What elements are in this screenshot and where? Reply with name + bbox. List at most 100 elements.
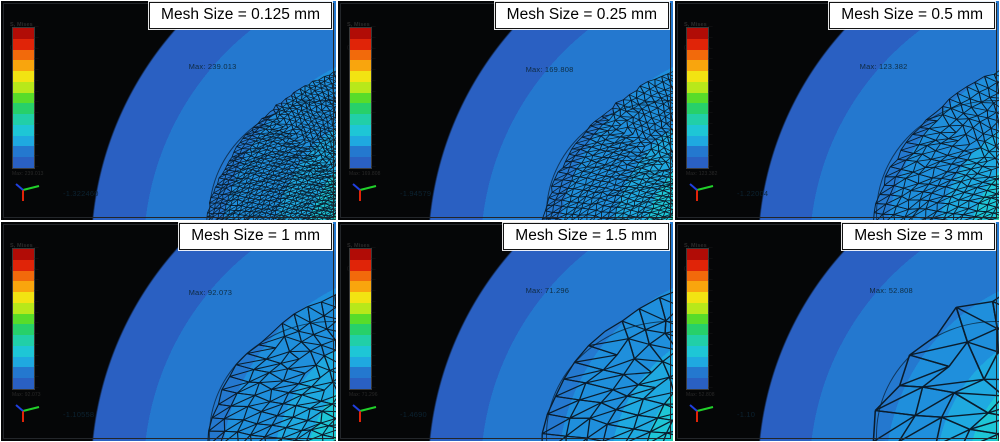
legend-swatch [13,103,34,115]
legend-spectrum [686,27,709,169]
legend-spectrum [12,248,35,390]
part-contour [88,222,336,441]
legend-swatch [687,367,708,379]
legend-swatch [350,259,371,271]
min-annotation: -1.4690 [400,410,427,419]
panel-title: Mesh Size = 0.25 mm [494,2,669,29]
max-annotation: Max: 123.382 [859,62,908,72]
stress-field [425,1,673,220]
legend-spectrum [349,248,372,390]
legend-swatch [687,249,708,260]
legend-swatch [350,157,371,168]
legend-swatch [687,71,708,82]
legend-swatch [350,146,371,158]
viewport[interactable]: S, Mises (Avg: 75%) —————————————— Max: … [338,1,673,220]
legend-swatch [687,324,708,336]
max-annotation: Max: 71.296 [525,285,570,295]
legend-swatch [687,157,708,168]
panel-title: Mesh Size = 0.5 mm [829,2,995,29]
legend-swatch [350,28,371,39]
max-annotation: Max: 239.013 [188,62,237,72]
legend-swatch [13,292,34,303]
axis-triad-icon [13,176,47,204]
legend-ticks: — — — — — — — — — — — — — — [371,245,376,390]
part-contour [759,222,999,441]
legend-swatch [13,345,34,357]
min-annotation: -1.22004 [737,189,769,198]
viewport[interactable]: S, Mises (Avg: 75%) —————————————— Max: … [338,222,673,441]
legend-swatch [13,324,34,336]
legend-swatch [350,114,371,125]
legend-ticks: — — — — — — — — — — — — — — [708,245,713,390]
contour-panel[interactable]: S, Mises (Avg: 75%) —————————————— Max: … [337,0,674,221]
legend-swatch [687,356,708,368]
legend-swatch [13,124,34,136]
contour-panel[interactable]: S, Mises (Avg: 75%) —————————————— Max: … [674,0,1000,221]
legend-swatch [687,38,708,50]
panel-title: Mesh Size = 1 mm [179,223,332,250]
contour-panel[interactable]: S, Mises (Avg: 75%) —————————————— Max: … [674,221,1000,442]
axis-triad-icon [687,176,721,204]
legend-swatch [687,378,708,389]
axis-triad-icon [687,397,721,425]
legend-swatch [687,28,708,39]
viewport[interactable]: S, Mises (Avg: 75%) —————————————— Max: … [1,222,336,441]
legend-swatch [13,302,34,314]
legend-spectrum [12,27,35,169]
color-legend: S, Mises (Avg: 75%) —————————————— Max: … [8,5,120,201]
legend-swatch [13,157,34,168]
legend-swatch [13,38,34,50]
color-legend: S, Mises (Avg: 75%) —————————————— Max: … [682,5,794,201]
legend-swatch [687,302,708,314]
contour-panel[interactable]: S, Mises (Avg: 75%) —————————————— Max: … [0,221,337,442]
legend-swatch [13,146,34,158]
viewport[interactable]: S, Mises (Avg: 75%) —————————————— Max: … [675,1,999,220]
contour-panel[interactable]: S, Mises (Avg: 75%) —————————————— Max: … [337,221,674,442]
legend-swatch [13,249,34,260]
part-contour [425,1,673,220]
max-annotation: Max: 52.808 [869,285,913,295]
legend-ticks: — — — — — — — — — — — — — — [34,24,39,169]
stress-field [759,222,999,441]
legend-swatch [350,103,371,115]
panel-title: Mesh Size = 0.125 mm [149,2,332,29]
legend-swatch [687,270,708,282]
contour-panel[interactable]: S, Mises (Avg: 75%) —————————————— Max: … [0,0,337,221]
legend-swatch [13,60,34,72]
part-contour [759,1,999,220]
legend-swatch [687,345,708,357]
legend-swatch [687,335,708,346]
legend-swatch [13,356,34,368]
legend-swatch [350,124,371,136]
triad-svg [15,183,40,201]
legend-swatch [13,281,34,293]
legend-swatch [13,135,34,147]
legend-swatch [350,302,371,314]
legend-swatch [350,345,371,357]
viewport[interactable]: S, Mises (Avg: 75%) —————————————— Max: … [1,1,336,220]
legend-swatch [350,60,371,72]
legend-swatch [687,81,708,93]
legend-swatch [687,292,708,303]
legend-swatch [350,249,371,260]
legend-swatch [350,367,371,379]
legend-swatch [13,335,34,346]
legend-swatch [687,114,708,125]
legend-swatch [13,270,34,282]
max-annotation: Max: 92.073 [188,287,233,297]
axis-triad-icon [350,397,384,425]
stress-field [759,1,999,220]
axis-triad-icon [350,176,384,204]
stress-field [88,222,336,441]
triad-svg [352,404,377,422]
legend-swatch [687,135,708,147]
legend-swatch [13,71,34,82]
legend-swatch [13,28,34,39]
legend-swatch [350,38,371,50]
legend-swatch [13,114,34,125]
legend-swatch [687,92,708,104]
viewport[interactable]: S, Mises (Avg: 75%) —————————————— Max: … [675,222,999,441]
triad-svg [689,404,714,422]
legend-swatch [687,60,708,72]
